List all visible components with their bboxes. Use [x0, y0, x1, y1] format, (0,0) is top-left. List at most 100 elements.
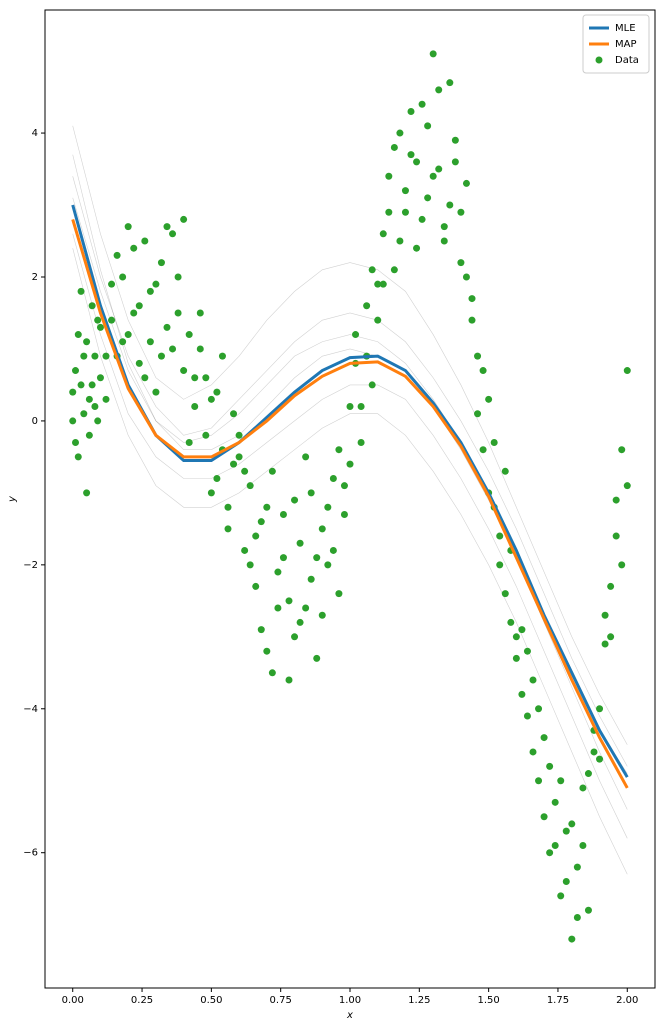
data-point: [302, 604, 310, 612]
data-point: [196, 345, 204, 353]
data-point: [612, 532, 620, 540]
y-tick-label: 0: [32, 416, 38, 427]
data-point: [96, 374, 104, 382]
data-point: [440, 223, 448, 231]
data-point: [85, 431, 93, 439]
data-point: [207, 489, 215, 497]
data-point: [94, 316, 102, 324]
data-point: [72, 439, 79, 447]
data-point: [474, 410, 482, 418]
data-point: [396, 129, 404, 137]
x-tick-label: 1.25: [408, 995, 430, 1006]
data-point: [169, 345, 177, 353]
data-point: [152, 280, 160, 288]
data-point: [418, 100, 426, 108]
data-point: [119, 273, 127, 281]
data-point: [551, 798, 559, 806]
data-point: [279, 510, 287, 518]
data-point: [252, 532, 260, 540]
data-point: [88, 381, 96, 389]
data-point: [379, 230, 387, 238]
x-tick-label: 0.50: [200, 995, 222, 1006]
data-point: [562, 877, 570, 885]
data-point: [108, 280, 116, 288]
data-point: [435, 165, 443, 173]
data-point: [579, 784, 587, 792]
data-point: [346, 460, 354, 468]
data-point: [91, 352, 99, 360]
data-point: [224, 503, 232, 511]
data-point: [77, 381, 85, 389]
data-point: [252, 582, 260, 590]
data-point: [152, 388, 160, 396]
data-point: [263, 503, 271, 511]
data-point: [74, 331, 82, 339]
data-point: [590, 748, 598, 756]
data-point: [135, 302, 143, 310]
data-point: [257, 518, 265, 526]
data-point: [141, 237, 149, 245]
data-point: [296, 618, 304, 626]
data-point: [218, 352, 226, 360]
legend-swatch: [595, 56, 603, 64]
data-point: [518, 626, 526, 634]
data-point: [568, 820, 576, 828]
data-point: [346, 403, 354, 411]
data-point: [324, 503, 332, 511]
data-point: [113, 251, 121, 259]
y-tick-label: 4: [32, 128, 38, 139]
data-point: [285, 597, 293, 605]
data-point: [69, 417, 77, 425]
data-point: [596, 705, 604, 713]
data-point: [352, 331, 360, 339]
data-point: [313, 654, 321, 662]
data-point: [329, 546, 337, 554]
data-point: [501, 467, 509, 475]
data-point: [257, 626, 265, 634]
x-tick-label: 0.75: [270, 995, 292, 1006]
data-point: [413, 158, 421, 166]
data-point: [74, 453, 82, 461]
x-tick-label: 1.75: [547, 995, 569, 1006]
data-point: [291, 633, 299, 641]
data-point: [407, 107, 415, 115]
data-point: [390, 266, 398, 274]
data-point: [518, 690, 526, 698]
data-point: [191, 374, 199, 382]
data-point: [363, 302, 371, 310]
sample-line: [72, 125, 628, 745]
sample-line: [72, 233, 628, 839]
data-point: [230, 410, 238, 418]
data-point: [601, 611, 609, 619]
data-point: [413, 244, 421, 252]
data-point: [180, 215, 188, 223]
data-point: [235, 453, 243, 461]
data-point: [274, 568, 282, 576]
sample-line: [72, 248, 628, 875]
data-point: [357, 403, 365, 411]
data-point: [185, 331, 193, 339]
data-point: [562, 827, 570, 835]
legend-label: Data: [615, 55, 639, 66]
data-point: [462, 179, 470, 187]
data-point: [418, 215, 426, 223]
data-point: [557, 892, 565, 900]
data-point: [96, 323, 104, 331]
data-point: [80, 410, 88, 418]
data-point: [102, 395, 110, 403]
data-point: [174, 309, 182, 317]
data-point: [274, 604, 282, 612]
data-point: [568, 935, 576, 943]
data-point: [457, 208, 465, 216]
data-point: [429, 172, 437, 180]
data-point: [523, 647, 531, 655]
data-point: [130, 244, 138, 252]
data-point: [335, 446, 343, 454]
data-point: [485, 395, 493, 403]
data-point: [80, 352, 88, 360]
data-point: [512, 654, 520, 662]
data-point: [468, 316, 476, 324]
data-point: [401, 187, 409, 195]
data-point: [374, 280, 382, 288]
data-point: [374, 316, 382, 324]
